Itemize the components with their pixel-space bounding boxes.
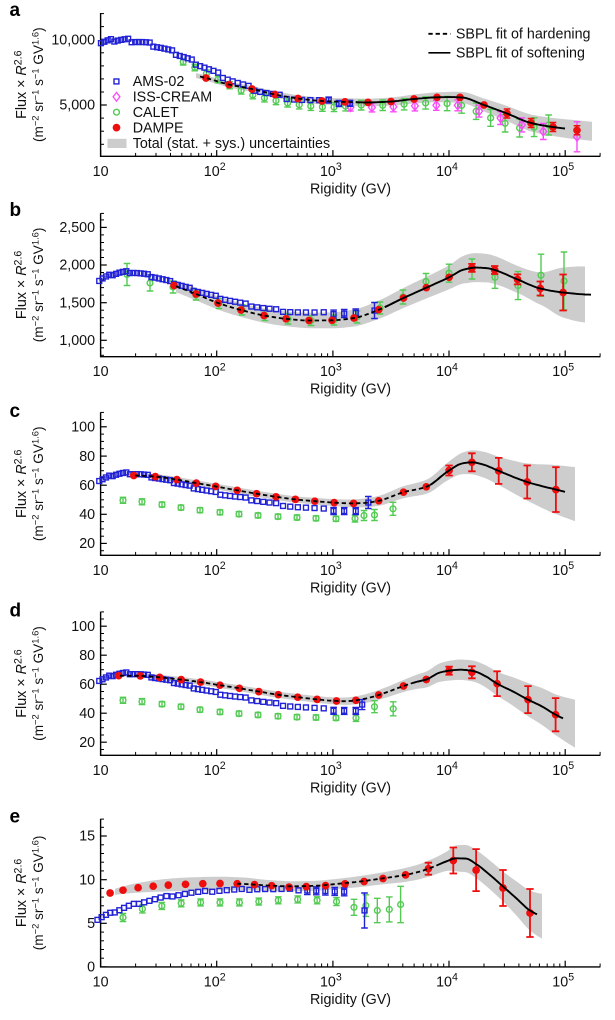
svg-text:(m−2 sr−1 s−1 GV1.6): (m−2 sr−1 s−1 GV1.6) [30,426,46,541]
svg-text:10: 10 [93,763,109,779]
svg-text:60: 60 [79,677,95,693]
svg-text:5: 5 [87,916,95,932]
svg-text:DAMPE: DAMPE [133,120,184,136]
svg-text:20: 20 [79,735,95,751]
svg-text:2,500: 2,500 [59,220,95,236]
svg-text:b: b [10,200,22,221]
svg-text:SBPL fit of hardening: SBPL fit of hardening [456,26,591,42]
svg-text:Flux × R2.6: Flux × R2.6 [12,450,30,518]
svg-text:Rigidity (GV): Rigidity (GV) [310,780,391,796]
svg-text:10: 10 [93,164,109,180]
svg-text:Rigidity (GV): Rigidity (GV) [310,382,391,398]
svg-text:Rigidity (GV): Rigidity (GV) [310,580,391,596]
svg-text:1,000: 1,000 [59,333,95,349]
svg-text:80: 80 [79,449,95,465]
svg-text:10: 10 [93,563,109,579]
svg-text:20: 20 [79,536,95,552]
svg-text:(m−2 sr−1 s−1 GV1.6): (m−2 sr−1 s−1 GV1.6) [30,228,46,343]
svg-text:40: 40 [79,706,95,722]
svg-text:0: 0 [87,960,95,976]
svg-text:CALET: CALET [133,105,179,121]
svg-text:(m−2 sr−1 s−1 GV1.6): (m−2 sr−1 s−1 GV1.6) [30,626,46,741]
svg-text:Flux × R2.6: Flux × R2.6 [12,859,30,927]
svg-text:15: 15 [79,829,95,845]
svg-text:2,000: 2,000 [59,258,95,274]
svg-text:100: 100 [71,619,95,635]
svg-text:Flux × R2.6: Flux × R2.6 [12,251,30,319]
svg-text:(m−2 sr−1 s−1 GV1.6): (m−2 sr−1 s−1 GV1.6) [30,836,46,951]
svg-text:d: d [10,600,22,621]
svg-text:a: a [10,0,21,21]
svg-text:ISS-CREAM: ISS-CREAM [133,90,212,106]
svg-text:e: e [10,807,21,828]
svg-text:AMS-02: AMS-02 [133,74,185,90]
svg-text:100: 100 [71,420,95,436]
svg-text:60: 60 [79,478,95,494]
svg-text:SBPL fit of softening: SBPL fit of softening [456,45,585,61]
svg-text:(m−2 sr−1 s−1 GV1.6): (m−2 sr−1 s−1 GV1.6) [30,27,46,142]
svg-text:10: 10 [93,974,109,990]
svg-text:10,000: 10,000 [51,32,95,48]
svg-text:Rigidity (GV): Rigidity (GV) [310,992,391,1008]
svg-text:5,000: 5,000 [59,98,95,114]
svg-text:Flux × R2.6: Flux × R2.6 [12,649,30,717]
svg-text:10: 10 [79,872,95,888]
svg-text:80: 80 [79,648,95,664]
svg-text:Total (stat. + sys.) uncertain: Total (stat. + sys.) uncertainties [133,136,330,152]
svg-text:10: 10 [93,364,109,380]
svg-text:c: c [10,401,21,422]
svg-text:40: 40 [79,507,95,523]
svg-text:Flux × R2.6: Flux × R2.6 [12,50,30,118]
svg-text:Rigidity (GV): Rigidity (GV) [310,181,391,197]
svg-text:1,500: 1,500 [59,295,95,311]
